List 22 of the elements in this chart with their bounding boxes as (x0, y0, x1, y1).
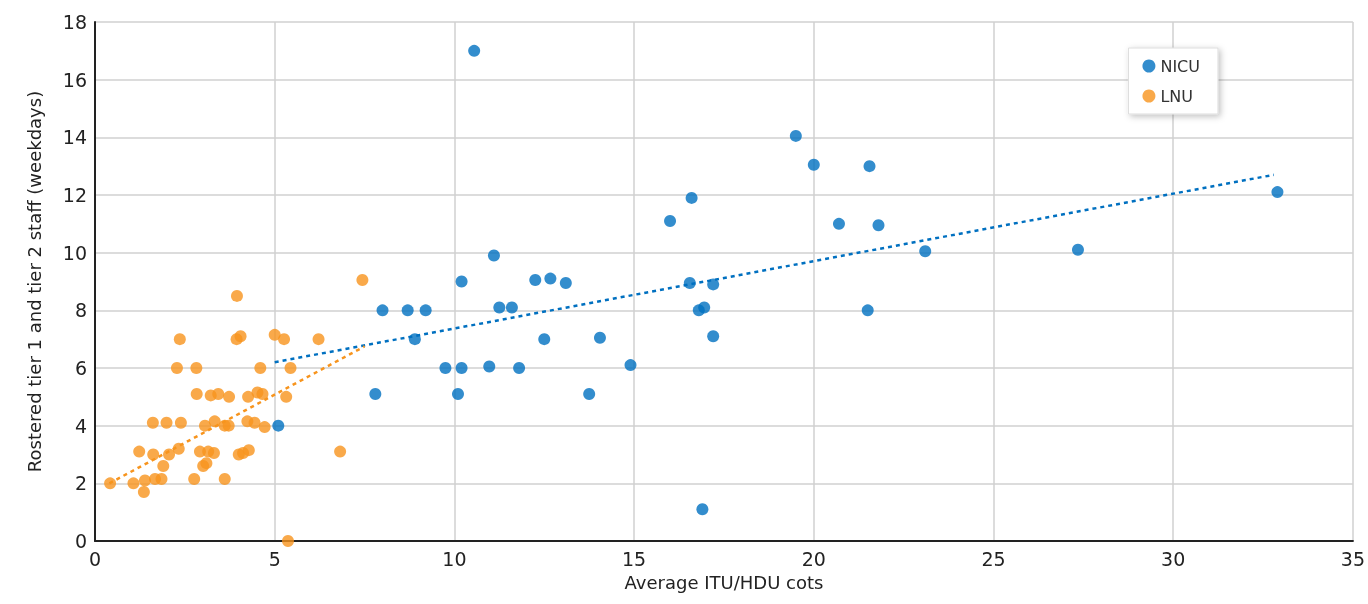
y-tick-label: 4 (74, 414, 87, 437)
legend-label: LNU (1160, 86, 1194, 106)
x-tick-label: 15 (622, 547, 647, 570)
y-tick-label: 16 (62, 68, 87, 91)
y-tick-label: 0 (74, 530, 87, 552)
y-axis-title: Rostered tier 1 and tier 2 staff (weekdays) (23, 90, 45, 473)
x-tick-label: 10 (442, 547, 467, 570)
y-tick-label: 6 (74, 357, 87, 379)
x-tick-label: 20 (801, 547, 826, 570)
x-tick-label: 5 (268, 547, 281, 570)
y-tick-label: 8 (74, 299, 87, 322)
x-tick-label: 35 (1340, 547, 1366, 570)
x-tick-label: 0 (88, 547, 102, 570)
legend-label: NICU (1160, 56, 1201, 76)
y-tick-label: 14 (62, 126, 87, 149)
y-tick-label: 10 (62, 241, 87, 264)
y-tick-label: 18 (62, 11, 87, 33)
y-tick-label: 12 (62, 184, 87, 206)
x-tick-label: 30 (1161, 547, 1186, 570)
y-tick-label: 2 (74, 472, 87, 495)
x-axis-title: Average ITU/HDU cots (624, 571, 824, 593)
x-tick-label: 25 (981, 547, 1006, 570)
